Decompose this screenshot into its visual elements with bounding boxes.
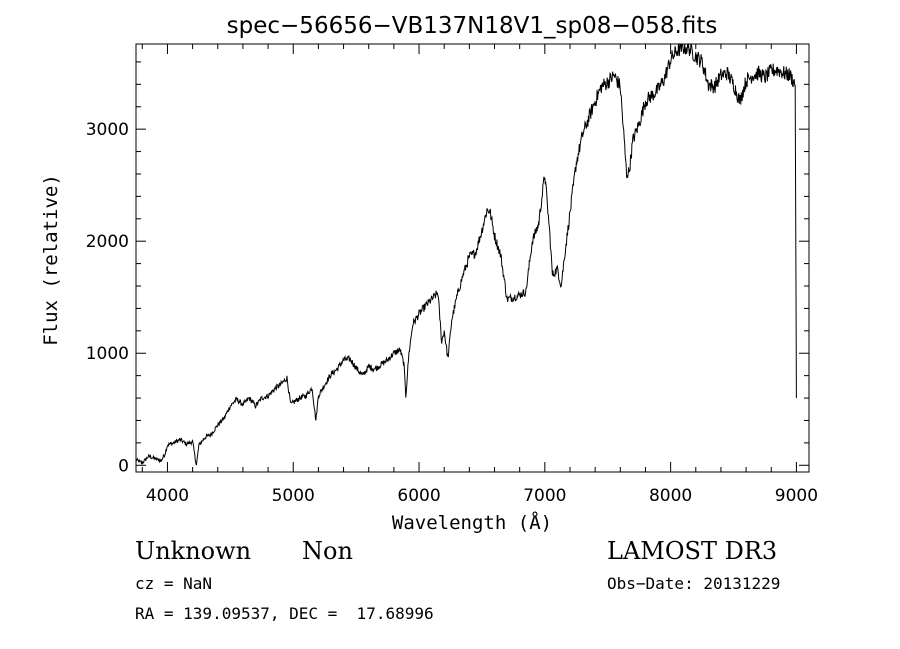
coordinates: RA = 139.09537, DEC = 17.68996 (135, 604, 434, 623)
x-tick-label: 7000 (523, 486, 566, 506)
x-axis-ticks (141, 44, 797, 472)
y-tick-label: 0 (118, 456, 129, 476)
object-subclass: Non (302, 537, 353, 565)
redshift-cz: cz = NaN (135, 574, 212, 593)
x-axis-label: Wavelength (Å) (392, 511, 552, 534)
obs-date: Obs−Date: 20131229 (607, 574, 780, 593)
x-axis-tick-labels: 4000 5000 6000 7000 8000 9000 (146, 486, 818, 506)
y-axis-ticks (136, 61, 809, 466)
x-tick-label: 5000 (272, 486, 315, 506)
plot-frame (135, 43, 810, 473)
y-tick-label: 3000 (86, 120, 129, 140)
chart-title: spec−56656−VB137N18V1_sp08−058.fits (227, 13, 718, 39)
x-tick-label: 8000 (649, 486, 692, 506)
y-tick-label: 2000 (86, 232, 129, 252)
survey-name: LAMOST DR3 (607, 537, 777, 565)
y-axis-label: Flux (relative) (40, 174, 62, 346)
spectrum-line (135, 43, 797, 466)
y-tick-label: 1000 (86, 344, 129, 364)
object-type: Unknown (135, 537, 251, 565)
x-tick-label: 4000 (146, 486, 189, 506)
x-tick-label: 6000 (397, 486, 440, 506)
x-tick-label: 9000 (775, 486, 818, 506)
y-axis-tick-labels: 0 1000 2000 3000 (86, 120, 129, 476)
